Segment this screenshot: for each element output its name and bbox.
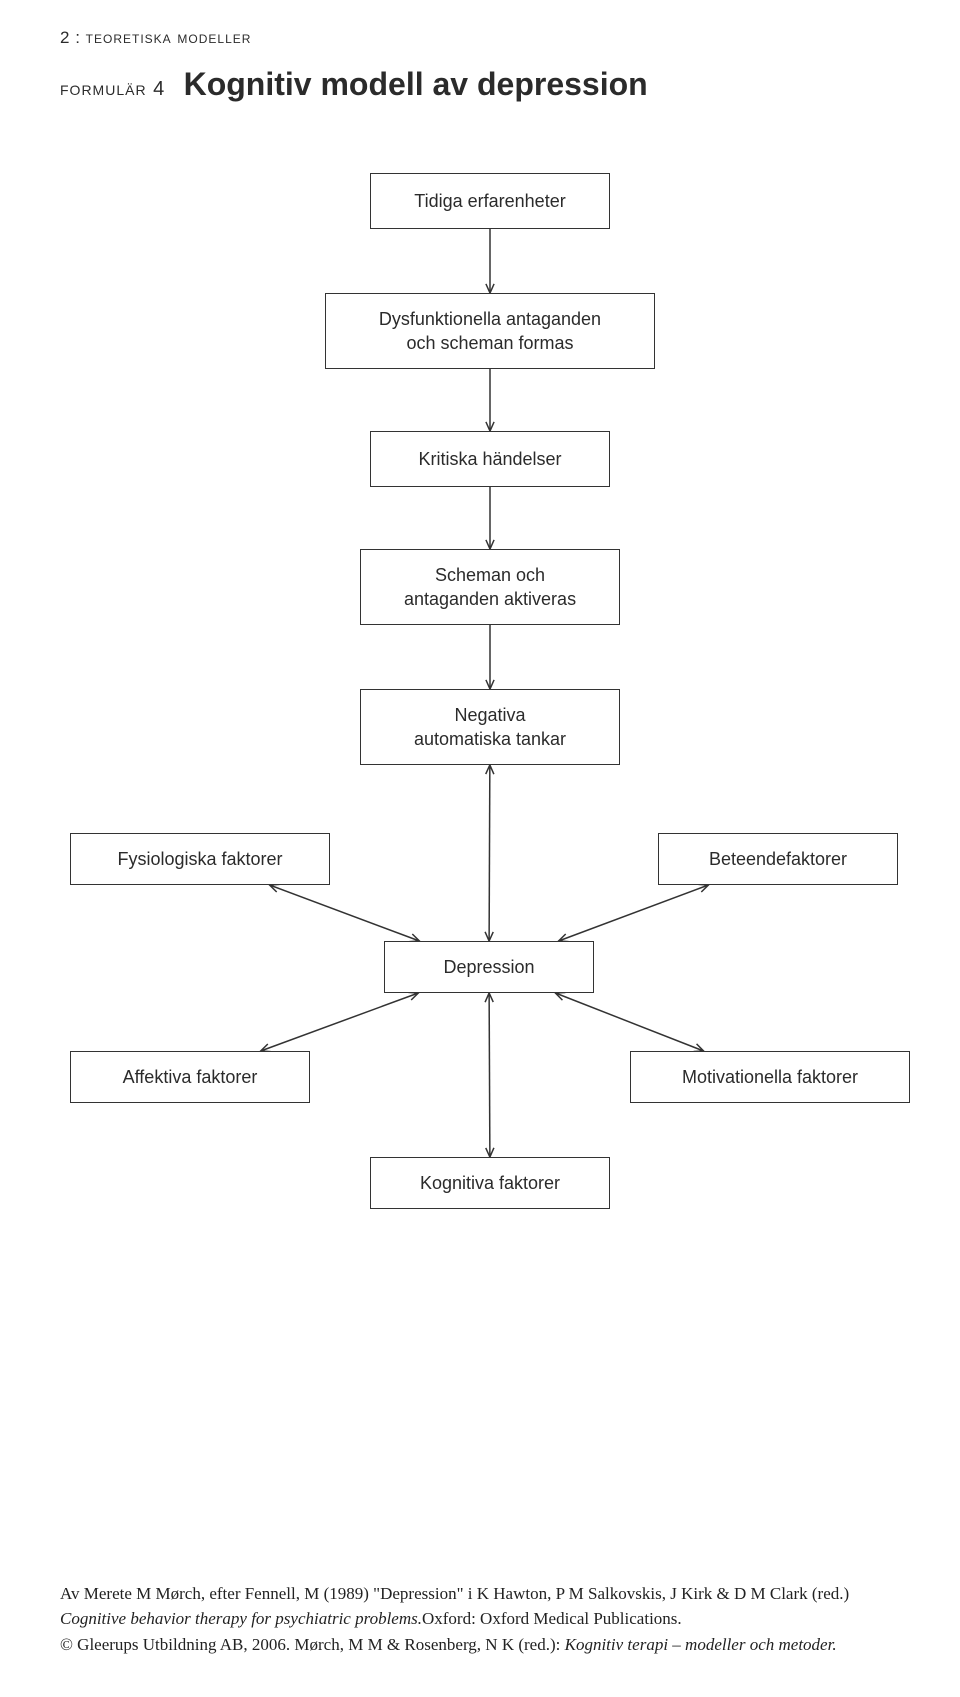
header-separator: : [75, 28, 80, 47]
flowchart-node: Scheman ochantaganden aktiveras [360, 549, 620, 625]
section-label: teoretiska modeller [86, 28, 252, 47]
credit-italic: Cognitive behavior therapy for psychiatr… [60, 1609, 422, 1628]
chapter-number: 2 [60, 28, 70, 47]
flowchart-node: Depression [384, 941, 594, 993]
title-line: formulär 4 Kognitiv modell av depression [60, 66, 900, 103]
flowchart-node: Beteendefaktorer [658, 833, 898, 885]
credits-block: Av Merete M Mørch, efter Fennell, M (198… [60, 1581, 900, 1658]
flowchart-node: Fysiologiska faktorer [70, 833, 330, 885]
flowchart-node: Kognitiva faktorer [370, 1157, 610, 1209]
flowchart-node: Dysfunktionella antagandenoch scheman fo… [325, 293, 655, 369]
flowchart-node: Kritiska händelser [370, 431, 610, 487]
page-title: Kognitiv modell av depression [184, 66, 648, 102]
form-label: formulär 4 [60, 78, 165, 100]
flowchart-node: Affektiva faktorer [70, 1051, 310, 1103]
credit-text: Oxford: Oxford Medical Publications. [422, 1609, 682, 1628]
credit-italic: Kognitiv terapi – modeller och metoder. [565, 1635, 837, 1654]
header-line: 2 : teoretiska modeller [60, 28, 900, 48]
flowchart-node: Motivationella faktorer [630, 1051, 910, 1103]
credit-text: Av Merete M Mørch, efter Fennell, M (198… [60, 1584, 849, 1603]
flowchart-node: Negativaautomatiska tankar [360, 689, 620, 765]
flowchart-node: Tidiga erfarenheter [370, 173, 610, 229]
credit-text: © Gleerups Utbildning AB, 2006. Mørch, M… [60, 1635, 565, 1654]
page: 2 : teoretiska modeller formulär 4 Kogni… [0, 0, 960, 1697]
flowchart-diagram: Tidiga erfarenheter Dysfunktionella antag… [60, 173, 900, 1273]
